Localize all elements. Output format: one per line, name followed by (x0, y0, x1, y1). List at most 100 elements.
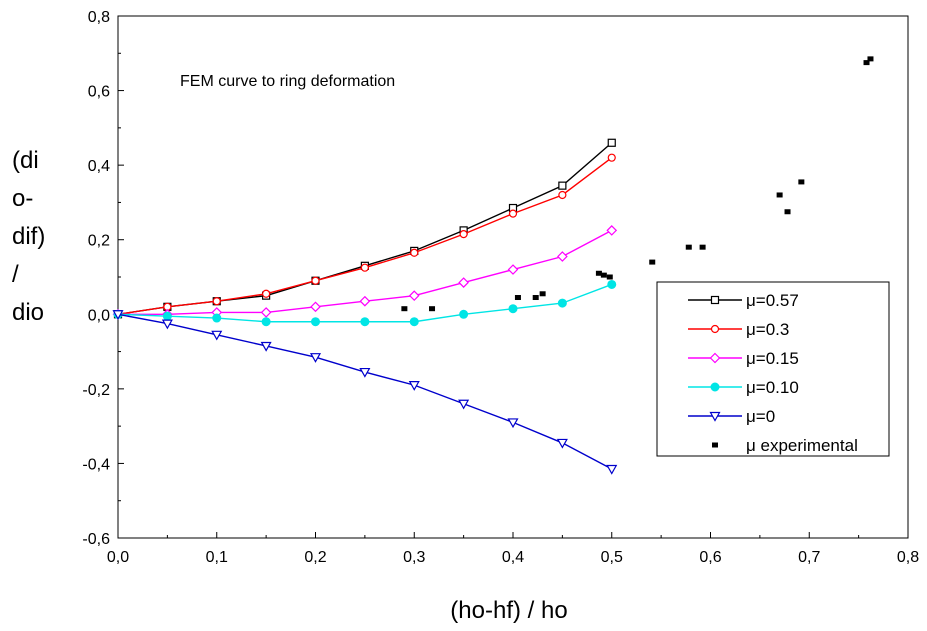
x-tick-label: 0,8 (897, 549, 919, 566)
data-point (112, 310, 124, 321)
legend-item: μ=0.15 (688, 349, 799, 368)
data-point (309, 353, 322, 363)
data-point (360, 263, 369, 272)
legend-item: μ=0.10 (688, 378, 799, 397)
legend-marker (709, 411, 721, 422)
data-point (784, 209, 791, 215)
series-line (117, 313, 613, 470)
y-axis-label-line-1: (di (12, 147, 39, 174)
y-axis-label: (di o- dif) / dio (12, 147, 45, 326)
experimental-points (401, 56, 874, 312)
data-point (260, 341, 272, 352)
plot-frame (117, 15, 909, 539)
legend-label: μ experimental (746, 436, 858, 455)
x-tick-label: 0,0 (107, 549, 129, 566)
legend-item: μ experimental (712, 436, 858, 455)
data-point (607, 153, 616, 162)
legend-label: μ=0 (746, 407, 775, 426)
y-tick-label: 0,2 (88, 233, 110, 250)
y-tick-label: 0,4 (88, 158, 110, 175)
data-point (212, 313, 222, 323)
data-point (532, 295, 539, 301)
series (112, 225, 618, 320)
legend-marker (710, 324, 720, 334)
x-tick-label: 0,5 (601, 549, 623, 566)
data-point (458, 399, 470, 410)
legend: μ=0.57 μ=0.3 μ=0.15 μ=0.10 μ=0 μ experimental (656, 281, 890, 457)
data-point (408, 290, 420, 301)
data-point (260, 307, 272, 318)
data-point (262, 289, 271, 298)
legend-marker (709, 352, 721, 364)
series-line (117, 142, 613, 315)
x-axis-ticks: 0,0 0,1 0,2 0,3 0,4 0,5 0,6 0,7 0,8 (107, 532, 919, 566)
series (113, 153, 616, 319)
data-point (261, 317, 271, 327)
chart-annotation: FEM curve to ring deformation (180, 73, 395, 90)
legend-item: μ=0.3 (688, 320, 789, 339)
data-point (508, 209, 518, 218)
data-point (508, 304, 518, 314)
y-tick-label: -0,6 (82, 531, 110, 548)
data-point (595, 270, 602, 276)
data-point (459, 230, 468, 239)
data-point (360, 317, 370, 327)
data-point (685, 244, 692, 250)
x-tick-label: 0,3 (403, 549, 425, 566)
data-point (458, 277, 469, 288)
x-tick-label: 0,4 (502, 549, 524, 566)
data-point (211, 330, 223, 341)
data-point (359, 295, 371, 307)
data-point (459, 309, 469, 319)
y-tick-label: 0,8 (88, 9, 110, 26)
x-tick-label: 0,2 (304, 549, 326, 566)
data-point (798, 179, 805, 185)
legend-item: μ=0.57 (688, 291, 799, 310)
data-point (867, 56, 874, 62)
data-point (606, 225, 618, 236)
x-axis-label: (ho-hf) / ho (450, 597, 567, 624)
data-point (401, 306, 408, 312)
data-point (429, 306, 436, 312)
data-point (607, 138, 616, 147)
data-point (409, 317, 419, 327)
y-axis-label-line-5: dio (12, 299, 44, 326)
data-point (212, 297, 221, 306)
data-point (410, 248, 419, 257)
legend-box (656, 281, 890, 457)
series (113, 138, 616, 319)
y-axis-label-line-3: dif) (12, 223, 45, 250)
data-point (863, 60, 870, 66)
legend-item: μ=0 (688, 407, 775, 426)
data-point (607, 279, 617, 289)
data-point (310, 301, 321, 313)
data-point (408, 381, 420, 391)
series (112, 310, 618, 475)
data-point (606, 274, 613, 280)
data-point (699, 244, 706, 250)
legend-marker (712, 442, 718, 448)
data-point (507, 264, 519, 275)
legend-marker (710, 382, 720, 392)
legend-label: μ=0.3 (746, 320, 789, 339)
y-axis-label-line-4: / (12, 261, 19, 288)
legend-label: μ=0.10 (746, 378, 799, 397)
series (113, 279, 617, 327)
data-point (558, 190, 567, 200)
data-point (162, 311, 172, 321)
data-point (557, 251, 568, 262)
data-point (161, 319, 173, 330)
x-tick-label: 0,6 (699, 549, 721, 566)
x-tick-label: 0,7 (798, 549, 820, 566)
data-point (514, 295, 521, 301)
data-point (600, 272, 607, 278)
legend-marker (710, 295, 720, 305)
data-point (558, 181, 567, 190)
y-tick-label: 0,6 (88, 84, 110, 101)
data-point (557, 298, 567, 308)
legend-label: μ=0.15 (746, 349, 799, 368)
data-point (776, 192, 783, 198)
y-tick-label: -0,2 (82, 382, 110, 399)
series-layer (112, 138, 618, 475)
